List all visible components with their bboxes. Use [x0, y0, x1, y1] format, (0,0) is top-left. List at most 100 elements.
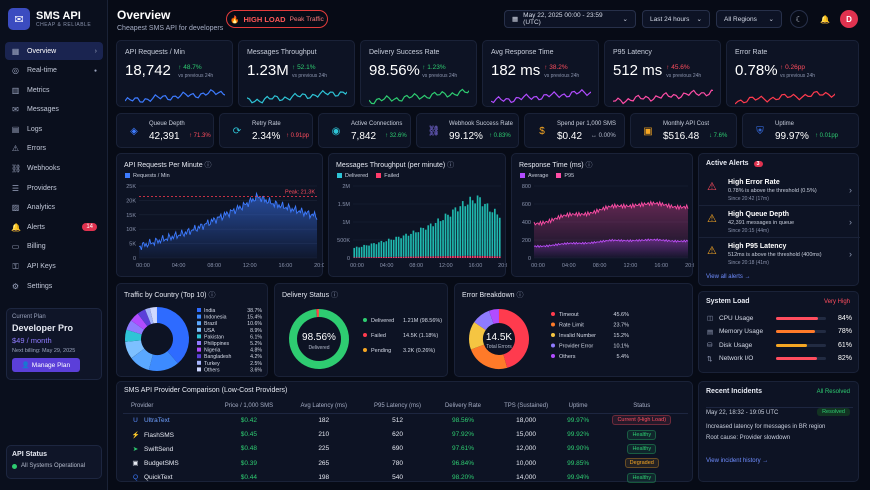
failed-bar	[481, 255, 484, 258]
country-name: India	[204, 308, 215, 314]
failed-bar	[459, 255, 462, 258]
alert-item[interactable]: ⚠ High Queue Depth 42,391 messages in queu…	[699, 208, 860, 238]
column-header[interactable]: Status	[595, 399, 688, 414]
sidebar-item-billing[interactable]: ▭ Billing	[11, 242, 46, 252]
sidebar-item-alerts[interactable]: 🔔 Alerts 14	[5, 218, 103, 236]
kpi-sparkline	[125, 88, 225, 103]
sidebar-item-metrics[interactable]: ▥ Metrics	[11, 85, 50, 95]
region-select[interactable]: All Regions ⌄	[716, 10, 782, 28]
metric-value: 99.12%	[449, 131, 483, 142]
sidebar-item-overview[interactable]: ▦ Overview ›	[5, 42, 103, 60]
manage-plan-button[interactable]: 👤 Manage Plan	[12, 358, 80, 372]
metric-value: 99.97%	[775, 131, 809, 142]
period-select[interactable]: Last 24 hours ⌄	[642, 10, 710, 28]
sidebar-item-providers[interactable]: ☰ Providers	[11, 183, 57, 193]
provider-logo-icon: ▣	[132, 460, 139, 468]
failed-bar	[402, 256, 405, 258]
legend-dot	[363, 333, 367, 337]
warning-icon: ⚠	[11, 144, 20, 154]
column-header[interactable]: Price / 1,000 SMS	[210, 399, 288, 414]
failed-bar	[494, 256, 496, 258]
sidebar-item-settings[interactable]: ⚙ Settings	[11, 281, 53, 291]
legend-swatch	[197, 327, 201, 332]
delivered-bar	[457, 211, 459, 257]
alert-item[interactable]: ⚠ High Error Rate 0.78% is above the thres…	[699, 176, 860, 206]
delivered-bar	[471, 200, 474, 256]
theme-toggle-moon-icon[interactable]: ☾	[790, 10, 808, 28]
delivered-bar	[498, 217, 501, 257]
failed-bar	[439, 256, 442, 258]
logo[interactable]: ✉ SMS API CHEAP & RELIABLE	[8, 8, 91, 30]
alert-since: Since 20:18 (41m)	[728, 260, 769, 266]
sidebar-item-analytics[interactable]: ▨ Analytics	[11, 203, 56, 213]
avatar[interactable]: D	[840, 10, 858, 28]
metric-delta: ↔ 0.00%	[591, 133, 616, 139]
view-all-alerts-link[interactable]: View all alerts →	[706, 274, 751, 280]
load-bar	[776, 330, 826, 333]
column-header[interactable]: P95 Latency (ms)	[360, 399, 435, 414]
column-header[interactable]: Delivery Rate	[434, 399, 492, 414]
key-icon: ⚿	[12, 261, 19, 271]
delivered-bar	[415, 232, 417, 257]
delivery-center-value: 98.56%	[302, 332, 336, 343]
throughput-chart-card: Messages Throughput (per minute) ⓘ Deliv…	[328, 153, 507, 277]
country-slice	[145, 307, 154, 325]
y-tick-label: 400	[522, 220, 531, 226]
plan-card: Current Plan Developer Pro $49 / month N…	[6, 308, 102, 380]
kpi-sub: vs previous 24h	[422, 73, 458, 79]
date-range-picker[interactable]: ▦ May 22, 2025 00:00 - 23:59 (UTC) ⌄	[504, 10, 636, 28]
provider-rate: 97.92%	[451, 431, 474, 439]
calendar-icon: ▦	[512, 16, 519, 23]
delivered-bar	[459, 206, 462, 256]
country-slice	[125, 329, 142, 342]
sidebar-item-errors[interactable]: ⚠ Errors	[11, 144, 47, 154]
delivered-bar	[412, 230, 415, 257]
provider-price: $0.48	[240, 445, 258, 453]
provider-comparison-card: SMS API Provider Comparison (Low-Cost Pr…	[116, 381, 693, 485]
metric-value: $516.48	[663, 131, 700, 142]
chevron-down-icon: ⌄	[696, 16, 702, 23]
failed-bar	[434, 256, 437, 258]
load-bar-fill	[776, 357, 817, 360]
legend-failed: Failed	[376, 173, 399, 179]
sidebar-item-api-keys[interactable]: ⚿ API Keys	[12, 261, 56, 271]
error-slice	[489, 309, 500, 325]
table-row[interactable]: ⚡ FlashSMS $0.45 210 620 97.92% 15,000 99.92% He…	[123, 427, 688, 441]
bar-chart-icon: ▥	[11, 85, 20, 95]
table-row[interactable]: ➤ SwiftSend $0.48 225 690 97.61% 12,000 99.90% H…	[123, 442, 688, 456]
legend-dot	[551, 322, 555, 327]
notifications-bell-icon[interactable]: 🔔	[820, 14, 830, 24]
column-header[interactable]: Uptime	[560, 399, 596, 414]
incident-desc: Increased latency for messages in BR reg…	[706, 424, 826, 430]
legend-p95: P95	[556, 173, 574, 179]
table-row[interactable]: U UltraText $0.42 182 512 98.56% 18,000 99.97% C…	[123, 413, 688, 427]
chevron-right-icon: ›	[849, 185, 852, 195]
info-icon: ⓘ	[204, 162, 212, 169]
failed-bar	[410, 256, 412, 258]
column-header[interactable]: Avg Latency (ms)	[287, 399, 361, 414]
y-tick-label: 0	[133, 256, 136, 262]
failed-bar	[437, 256, 439, 258]
delivered-bar	[427, 225, 430, 257]
sidebar-item-webhooks[interactable]: ⛓ Webhooks	[11, 164, 60, 174]
sidebar-item-messages[interactable]: ✉ Messages	[12, 105, 59, 115]
failed-bar	[355, 257, 358, 258]
kpi-sub: vs previous 24h	[666, 73, 702, 79]
delivery-value: 14.5K (1.18%)	[403, 333, 438, 339]
delivery-value: 3.2K (0.26%)	[403, 348, 435, 354]
incident-history-link[interactable]: View incident history →	[706, 458, 769, 464]
kpi-label: Error Rate	[735, 49, 768, 56]
provider-name: BudgetSMS	[144, 460, 179, 468]
error-slice	[474, 310, 495, 331]
column-header[interactable]: Provider	[123, 399, 211, 414]
column-header[interactable]: TPS (Sustained)	[491, 399, 561, 414]
table-row[interactable]: ▣ BudgetSMS $0.39 265 780 96.84% 10,000 99.85% D…	[123, 456, 688, 470]
alert-item[interactable]: ⚠ High P95 Latency 512ms is above the thre…	[699, 240, 860, 270]
delivered-bar	[464, 206, 467, 256]
table-row[interactable]: Q QuickText $0.44 198 540 98.20% 14,000 99.94% H…	[123, 471, 688, 485]
sidebar-item-logs[interactable]: ▤ Logs	[11, 124, 43, 134]
delivered-bar	[429, 223, 432, 257]
sidebar-item-real-time[interactable]: ◎ Real-time ●	[12, 66, 97, 76]
provider-tps: 12,000	[516, 445, 537, 453]
x-tick-label: 04:00	[380, 263, 394, 269]
